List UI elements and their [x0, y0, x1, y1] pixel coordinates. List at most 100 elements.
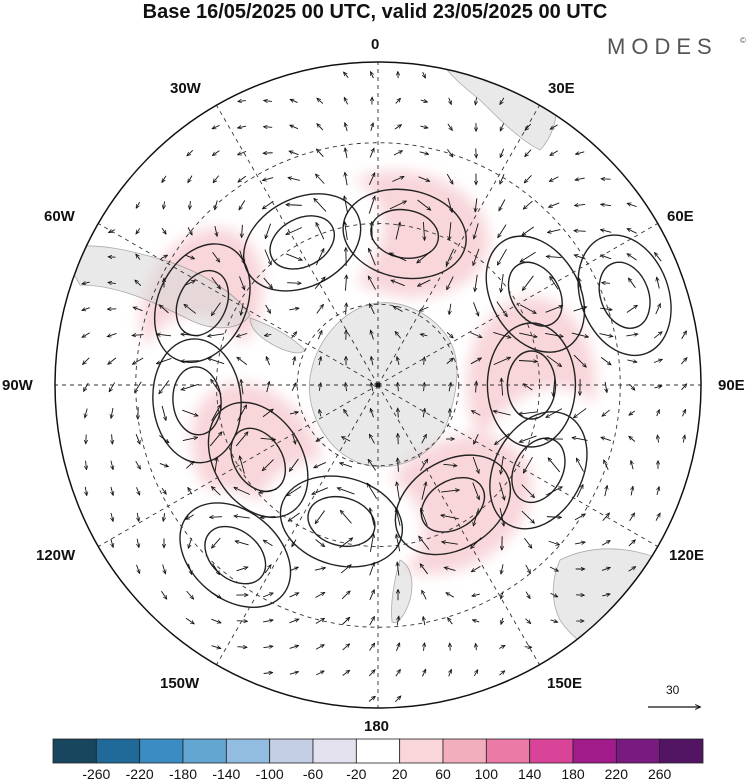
wind-arrow [472, 482, 479, 500]
wind-arrow [417, 199, 431, 210]
wind-arrow [344, 72, 349, 78]
wind-arrow [212, 251, 220, 262]
anomaly-shade [164, 488, 306, 623]
wind-arrow [241, 302, 244, 315]
wind-arrow [185, 617, 194, 624]
wind-arrow [314, 462, 327, 467]
meridian-line [377, 384, 658, 547]
wind-arrow [605, 486, 607, 497]
wind-arrow [446, 358, 453, 364]
wind-arrow [368, 670, 375, 677]
wind-arrow [112, 434, 113, 443]
wind-arrow [499, 508, 504, 526]
wind-arrow [626, 334, 637, 336]
wind-arrow [572, 438, 588, 441]
wind-arrow [292, 434, 295, 444]
wind-arrow [190, 200, 191, 209]
wind-arrow [579, 278, 581, 288]
anomaly-contour [207, 401, 309, 519]
wind-arrow [550, 592, 558, 597]
wind-arrow [235, 432, 248, 447]
wind-arrow [417, 250, 432, 262]
wind-arrow [234, 487, 251, 495]
wind-arrow [263, 459, 274, 471]
wind-arrow [181, 334, 199, 336]
polar-stereographic-map [54, 61, 702, 735]
wind-arrow [184, 305, 196, 314]
wind-arrow [344, 410, 349, 417]
wind-arrow [236, 567, 247, 572]
wind-arrow [369, 617, 375, 626]
wind-arrow [109, 382, 116, 392]
wind-arrow [498, 248, 507, 265]
wind-arrow [319, 357, 321, 366]
wind-arrow [213, 175, 220, 183]
wind-arrow [137, 538, 139, 547]
wind-arrow [602, 513, 610, 522]
wind-arrow [391, 280, 405, 287]
wind-arrow [286, 205, 302, 206]
wind-arrow [133, 307, 143, 312]
wind-arrow [525, 564, 530, 573]
wind-arrow [550, 620, 558, 622]
wind-arrow [368, 460, 377, 471]
anomaly-contour [507, 261, 563, 327]
wind-arrow [289, 412, 298, 414]
colorbar-tick: 20 [391, 766, 408, 782]
wind-arrow [162, 564, 166, 573]
wind-arrow [316, 305, 323, 314]
lon-label-150e: 150E [547, 675, 583, 692]
wind-arrow [548, 229, 561, 233]
wind-arrow [315, 618, 324, 624]
wind-arrow [260, 438, 276, 439]
colorbar [52, 738, 704, 764]
wind-arrow [136, 201, 141, 208]
wind-arrow [395, 670, 400, 677]
wind-arrow [108, 333, 117, 336]
wind-arrow [288, 178, 300, 181]
wind-arrow [682, 410, 685, 417]
wind-arrow [601, 541, 610, 546]
anomaly-contour [153, 243, 251, 363]
wind-arrow [518, 360, 537, 361]
wind-arrow [369, 590, 374, 601]
wind-arrow [111, 407, 113, 418]
wind-arrow [342, 618, 350, 625]
wind-arrow [317, 124, 324, 131]
wind-arrow [266, 382, 270, 393]
wind-arrow [83, 357, 90, 364]
wind-arrow [446, 248, 455, 265]
wind-arrow [342, 671, 350, 676]
wind-arrow [289, 593, 299, 598]
wind-arrow [367, 483, 378, 499]
wind-arrow [602, 594, 610, 596]
wind-arrow [472, 565, 481, 571]
wind-arrow [601, 204, 612, 205]
wind-arrow [520, 251, 536, 262]
wind-arrow [471, 537, 482, 549]
wind-arrow [470, 332, 481, 337]
wind-arrow [345, 222, 348, 240]
wind-arrow [521, 510, 534, 523]
wind-arrow [162, 175, 167, 182]
wind-arrow [449, 97, 451, 104]
wind-arrow [392, 176, 403, 182]
wind-arrow [212, 124, 220, 128]
lon-label-90w: 90W [2, 377, 33, 394]
wind-arrow [161, 405, 166, 420]
wind-arrow [545, 487, 562, 496]
wind-arrow [237, 357, 248, 365]
wind-arrow [657, 487, 659, 496]
wind-arrow [111, 460, 113, 470]
south-pole-marker [375, 382, 381, 388]
wind-arrow [263, 620, 273, 622]
wind-arrow [261, 517, 276, 518]
wind-arrow [108, 357, 117, 364]
wind-arrow [420, 459, 427, 471]
wind-arrow [472, 594, 480, 596]
wind-arrow [654, 386, 662, 388]
wind-arrow [266, 357, 270, 366]
wind-arrow [629, 383, 634, 390]
wind-arrow [657, 278, 660, 289]
colorbar-segment [529, 738, 574, 764]
